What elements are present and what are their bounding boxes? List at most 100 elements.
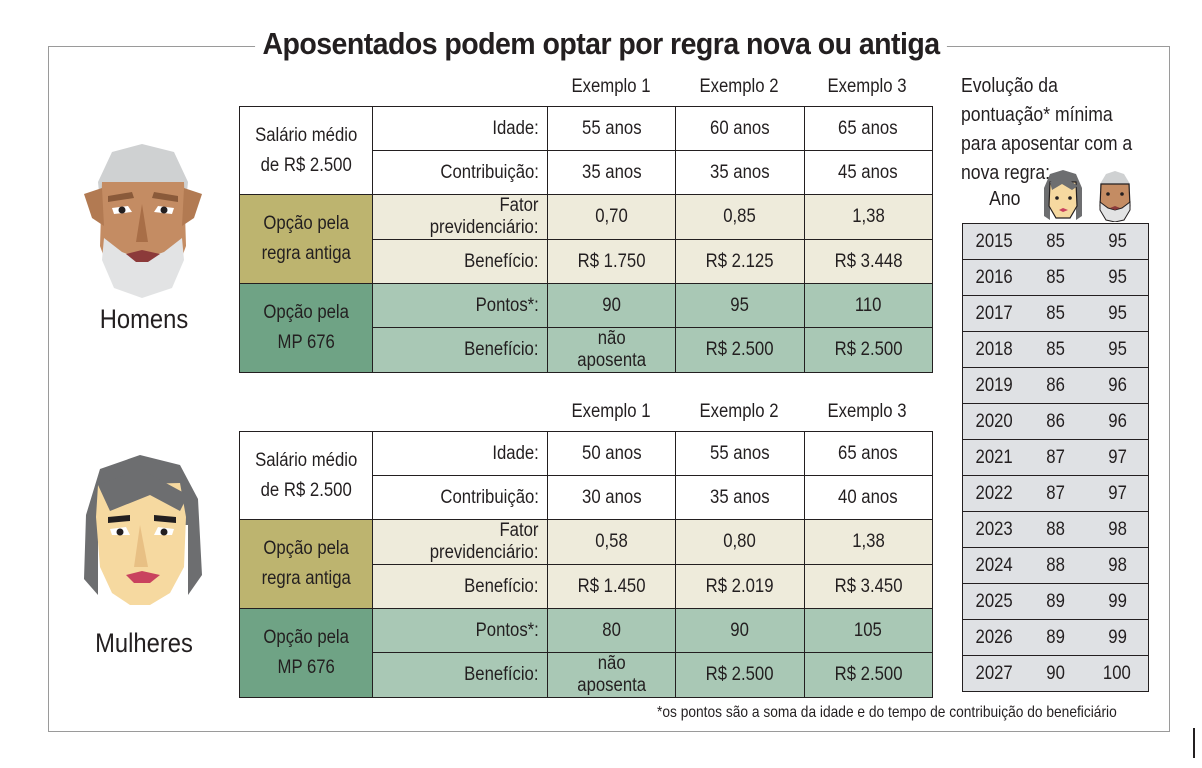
table-cell: R$ 1.450 xyxy=(546,564,677,609)
table-row: 2020 86 96 xyxy=(962,403,1149,440)
table-cell: 95 xyxy=(1086,259,1149,296)
table-row: 2027 90 100 xyxy=(962,655,1149,692)
section-label: Opção pela regra antiga xyxy=(238,194,374,284)
points-table: 2015 85 95 2016 85 95 2017 85 95 2018 85 95 2019 86 96… xyxy=(962,223,1149,692)
table-row: 2025 89 99 xyxy=(962,583,1149,620)
table-cell: 0,70 xyxy=(546,194,677,240)
table-cell: 85 xyxy=(1024,331,1087,368)
side-table-title: Evolução da pontuação* mínima para apose… xyxy=(961,75,1133,184)
table-cell: 98 xyxy=(1086,547,1149,584)
row-key: Benefício: xyxy=(372,239,548,284)
table-cell: 99 xyxy=(1086,583,1149,620)
section-label: Salário médio de R$ 2.500 xyxy=(238,106,374,195)
table-cell: 96 xyxy=(1086,403,1149,440)
table-row: Salário médio de R$ 2.500 Idade: 55 anos… xyxy=(238,106,934,195)
table-cell: 87 xyxy=(1024,475,1087,512)
table-cell: R$ 2.125 xyxy=(675,239,805,284)
table-row: Benefício: não aposenta R$ 2.500 R$ 2.50… xyxy=(240,652,934,698)
table-cell: 40 anos xyxy=(803,475,934,520)
table-cell: R$ 2.500 xyxy=(803,327,934,373)
table-cell: 2025 xyxy=(962,583,1025,620)
section-label: Salário médio de R$ 2.500 xyxy=(238,431,374,520)
table-cell: 85 xyxy=(1024,295,1087,332)
table-cell: 105 xyxy=(803,608,934,653)
table-cell: 88 xyxy=(1024,547,1087,584)
table-cell: 96 xyxy=(1086,367,1149,404)
table-cell: 2017 xyxy=(962,295,1025,332)
table-row: 2018 85 95 xyxy=(962,331,1149,368)
table-cell: 50 anos xyxy=(546,431,677,476)
table-row: 2024 88 98 xyxy=(962,547,1149,584)
row-key: Benefício: xyxy=(372,327,548,373)
woman-face-icon xyxy=(84,455,202,605)
section-label: Opção pela MP 676 xyxy=(238,283,374,373)
table-cell: 2018 xyxy=(962,331,1025,368)
column-header: Exemplo 1 xyxy=(571,401,651,422)
column-header: Exemplo 1 xyxy=(571,76,651,97)
man-icon xyxy=(1099,171,1131,222)
section-label: Opção pela MP 676 xyxy=(238,608,374,698)
table-cell: 0,85 xyxy=(675,194,805,240)
table-cell: 87 xyxy=(1024,439,1087,476)
table-cell: 65 anos xyxy=(803,106,934,151)
column-header-year: Ano xyxy=(989,188,1021,210)
table-row: Contribuição: 35 anos 35 anos 45 anos xyxy=(240,150,934,195)
men-table: Salário médio de R$ 2.500 Idade: 55 anos… xyxy=(238,106,934,373)
table-cell: 2016 xyxy=(962,259,1025,296)
table-row: Opção pela MP 676 Pontos*: 90 95 110 xyxy=(238,283,934,373)
table-cell: 95 xyxy=(1086,295,1149,332)
table-cell: 88 xyxy=(1024,511,1087,548)
table-cell: 60 anos xyxy=(675,106,805,151)
group-label-women: Mulheres xyxy=(95,628,193,658)
table-cell: 89 xyxy=(1024,583,1087,620)
table-cell: 86 xyxy=(1024,367,1087,404)
table-cell: 98 xyxy=(1086,511,1149,548)
table-cell: 90 xyxy=(546,283,677,328)
table-cell: 95 xyxy=(675,283,805,328)
column-header: Exemplo 3 xyxy=(827,401,907,422)
woman-icon xyxy=(1044,170,1082,220)
table-row: 2017 85 95 xyxy=(962,295,1149,332)
table-cell: R$ 3.448 xyxy=(803,239,934,284)
table-cell: 2026 xyxy=(962,619,1025,656)
table-cell: 55 anos xyxy=(546,106,677,151)
row-key: Contribuição: xyxy=(372,150,548,195)
table-cell: 1,38 xyxy=(803,519,934,565)
row-key: Fator previdenciário: xyxy=(372,519,548,565)
row-key: Contribuição: xyxy=(372,475,548,520)
table-cell: 89 xyxy=(1024,619,1087,656)
table-cell: 90 xyxy=(1024,655,1087,692)
table-cell: 97 xyxy=(1086,439,1149,476)
table-cell: 35 anos xyxy=(546,150,677,195)
title-wrap: Aposentados podem optar por regra nova o… xyxy=(0,26,1202,62)
table-row: Benefício: R$ 1.450 R$ 2.019 R$ 3.450 xyxy=(240,564,934,609)
row-key: Fator previdenciário: xyxy=(372,194,548,240)
table-row: Opção pela regra antiga Fator previdenci… xyxy=(238,519,934,609)
row-key: Idade: xyxy=(372,431,548,476)
table-cell: R$ 2.500 xyxy=(675,327,805,373)
table-cell: 0,80 xyxy=(675,519,805,565)
man-face-icon xyxy=(84,144,202,298)
table-row: 2021 87 97 xyxy=(962,439,1149,476)
table-row: 2023 88 98 xyxy=(962,511,1149,548)
table-cell: 2015 xyxy=(962,223,1025,260)
table-row: Opção pela regra antiga Fator previdenci… xyxy=(238,194,934,284)
section-label: Opção pela regra antiga xyxy=(238,519,374,609)
column-header: Exemplo 3 xyxy=(827,76,907,97)
table-cell: 97 xyxy=(1086,475,1149,512)
table-cell: 2022 xyxy=(962,475,1025,512)
table-cell: R$ 2.019 xyxy=(675,564,805,609)
row-key: Pontos*: xyxy=(372,608,548,653)
table-row: 2026 89 99 xyxy=(962,619,1149,656)
table-row: Contribuição: 30 anos 35 anos 40 anos xyxy=(240,475,934,520)
table-row: 2016 85 95 xyxy=(962,259,1149,296)
table-cell: 100 xyxy=(1086,655,1149,692)
table-cell: 2021 xyxy=(962,439,1025,476)
table-cell: 1,38 xyxy=(803,194,934,240)
table-cell: 95 xyxy=(1086,331,1149,368)
table-row: Benefício: não aposenta R$ 2.500 R$ 2.50… xyxy=(240,327,934,373)
row-key: Benefício: xyxy=(372,652,548,698)
table-cell: R$ 1.750 xyxy=(546,239,677,284)
table-cell: não aposenta xyxy=(546,652,677,698)
table-cell: 95 xyxy=(1086,223,1149,260)
